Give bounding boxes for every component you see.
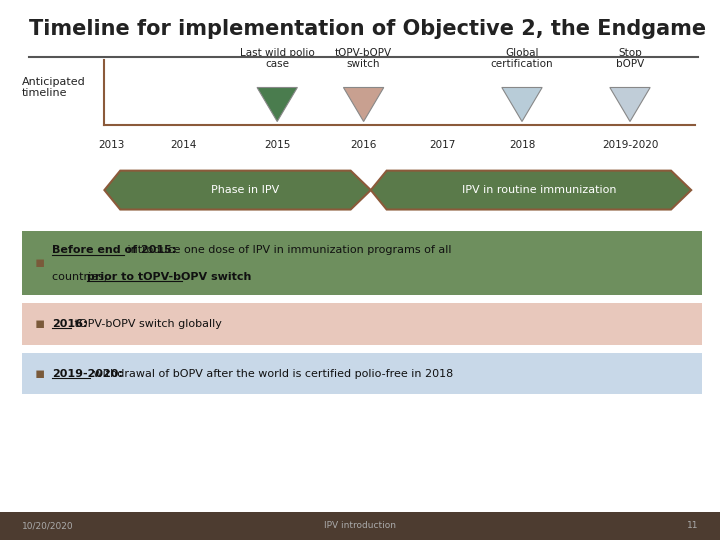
Text: 11: 11 [687,522,698,530]
Text: 2013: 2013 [99,140,125,151]
Text: ▪: ▪ [35,316,45,332]
Text: ▪: ▪ [35,255,45,271]
Text: prior to tOPV-bOPV switch: prior to tOPV-bOPV switch [87,272,251,282]
Text: 2019-2020:: 2019-2020: [52,369,122,379]
Polygon shape [257,87,297,122]
Text: 2014: 2014 [171,140,197,151]
Text: tOPV-bOPV
switch: tOPV-bOPV switch [335,48,392,69]
FancyBboxPatch shape [0,512,720,540]
Polygon shape [610,87,650,122]
Polygon shape [343,87,384,122]
Text: 2019-2020: 2019-2020 [602,140,658,151]
Text: Global
certification: Global certification [491,48,553,69]
Text: Anticipated
timeline: Anticipated timeline [22,77,86,98]
Text: IPV introduction: IPV introduction [324,522,396,530]
Text: Phase in IPV: Phase in IPV [212,185,279,195]
Text: ▪: ▪ [35,366,45,381]
Text: Timeline for implementation of Objective 2, the Endgame: Timeline for implementation of Objective… [29,19,706,39]
Polygon shape [371,171,691,210]
Text: countries,: countries, [52,272,111,282]
Text: 2017: 2017 [430,140,456,151]
FancyBboxPatch shape [22,353,702,394]
Text: 2018: 2018 [509,140,535,151]
Text: 10/20/2020: 10/20/2020 [22,522,73,530]
Text: Before end of 2015:: Before end of 2015: [52,245,176,255]
FancyBboxPatch shape [22,231,702,295]
Text: 2016: 2016 [351,140,377,151]
Text: Stop
bOPV: Stop bOPV [616,48,644,69]
FancyBboxPatch shape [22,303,702,345]
Text: Last wild polio
case: Last wild polio case [240,48,315,69]
Text: withdrawal of bOPV after the world is certified polio-free in 2018: withdrawal of bOPV after the world is ce… [90,369,453,379]
Text: 2015: 2015 [264,140,290,151]
Polygon shape [104,171,371,210]
Polygon shape [502,87,542,122]
Text: tOPV-bOPV switch globally: tOPV-bOPV switch globally [71,319,222,329]
Text: IPV in routine immunization: IPV in routine immunization [462,185,616,195]
Text: 2016:: 2016: [52,319,87,329]
Text: introduce one dose of IPV in immunization programs of all: introduce one dose of IPV in immunizatio… [124,245,451,255]
